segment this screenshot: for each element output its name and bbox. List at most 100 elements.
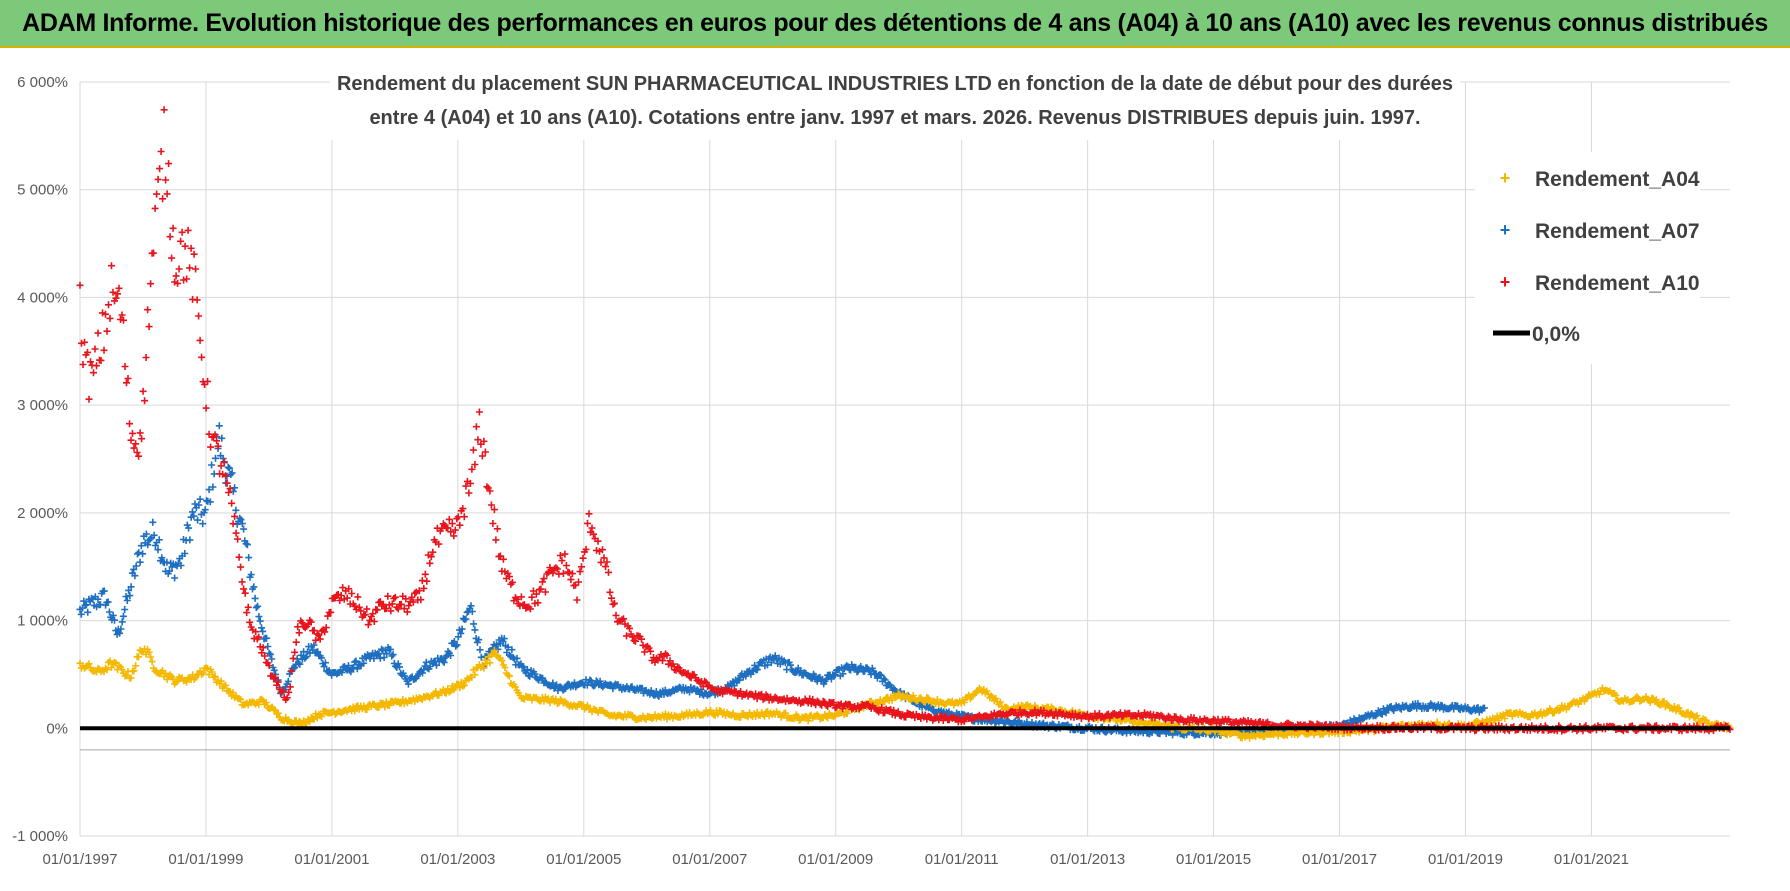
data-point-a10 [675, 664, 683, 672]
data-point-a10 [603, 558, 611, 566]
data-point-a07 [144, 541, 152, 549]
data-point-a07 [139, 550, 147, 558]
data-point-a04 [996, 698, 1004, 706]
data-point-a07 [360, 659, 368, 667]
data-point-a04 [921, 698, 929, 706]
data-point-a10 [154, 175, 162, 183]
data-point-a10 [181, 242, 189, 250]
data-point-a10 [336, 597, 344, 604]
data-point-a07 [458, 625, 466, 633]
data-point-a10 [597, 558, 605, 566]
data-point-a10 [405, 602, 413, 610]
data-point-a07 [215, 422, 223, 430]
data-point-a10 [84, 348, 91, 356]
data-point-a04 [135, 653, 143, 661]
data-point-a10 [109, 288, 117, 296]
data-point-a07 [126, 592, 134, 600]
data-point-a10 [150, 249, 158, 257]
data-point-a10 [103, 327, 111, 335]
legend-entry-a07[interactable]: + Rendement_A07 [1500, 220, 1700, 243]
data-point-a10 [537, 585, 545, 593]
data-point-a07 [219, 455, 227, 462]
data-point-a07 [171, 574, 179, 582]
data-point-a07 [121, 606, 129, 613]
data-point-a10 [423, 577, 431, 585]
data-point-a10 [145, 323, 153, 331]
data-point-a07 [813, 677, 821, 685]
data-point-a10 [590, 530, 597, 538]
data-point-a07 [831, 671, 839, 679]
data-point-a10 [444, 524, 452, 532]
legend-entry-a04[interactable]: + Rendement_A04 [1500, 168, 1700, 191]
data-point-a07 [310, 641, 318, 649]
data-point-a10 [483, 483, 491, 491]
data-point-a10 [115, 284, 123, 292]
data-point-a04 [1675, 704, 1683, 712]
data-point-a10 [599, 546, 606, 554]
data-point-a10 [363, 605, 371, 613]
data-point-a07 [811, 672, 819, 680]
data-point-a10 [382, 605, 390, 613]
data-point-a07 [321, 659, 329, 667]
data-point-a04 [584, 701, 591, 709]
data-point-a10 [240, 585, 248, 593]
data-point-a07 [839, 670, 847, 678]
axes: 6 000% 5 000% 4 000% 3 000% 2 000% 1 000% 0% -1… [12, 74, 1730, 868]
data-point-a10 [493, 525, 501, 533]
data-point-a10 [632, 637, 639, 645]
data-point-a07 [853, 668, 861, 676]
data-point-a04 [1663, 700, 1671, 708]
data-point-a07 [256, 617, 264, 625]
data-point-a10 [417, 596, 425, 604]
data-point-a10 [169, 224, 177, 232]
data-point-a10 [79, 361, 87, 368]
data-point-a04 [199, 669, 207, 677]
data-point-a10 [620, 615, 627, 623]
data-point-a10 [387, 607, 395, 615]
data-point-a10 [534, 599, 542, 607]
data-point-a07 [439, 657, 447, 665]
x-tick-label: 01/01/1999 [168, 851, 243, 868]
data-point-a10 [585, 510, 593, 518]
data-point-a04 [546, 699, 554, 707]
data-point-a07 [433, 661, 440, 669]
data-point-a10 [165, 160, 173, 168]
data-point-a07 [771, 652, 779, 660]
data-point-a10 [361, 611, 369, 619]
legend-entry-a10[interactable]: + Rendement_A10 [1500, 272, 1700, 295]
legend-marker-a07: + [1500, 220, 1511, 240]
data-point-a10 [132, 440, 140, 448]
data-point-a10 [830, 699, 838, 706]
data-point-a10 [454, 513, 462, 521]
data-point-a10 [541, 588, 549, 596]
data-point-a10 [214, 442, 222, 450]
data-point-a10 [448, 520, 456, 528]
data-point-a10 [489, 520, 497, 527]
data-point-a10 [130, 444, 138, 452]
data-point-a10 [345, 585, 353, 593]
data-point-a04 [172, 678, 180, 686]
data-point-a04 [505, 672, 513, 680]
data-point-a07 [387, 645, 394, 653]
legend-entry-zero[interactable]: 0,0% [1493, 323, 1580, 346]
data-point-a07 [1406, 705, 1414, 712]
data-point-a07 [185, 524, 193, 532]
data-point-a07 [462, 615, 470, 623]
data-point-a04 [987, 692, 995, 700]
data-point-a10 [696, 678, 704, 686]
data-point-a10 [288, 667, 296, 675]
data-point-a10 [337, 592, 345, 599]
data-point-a04 [894, 690, 902, 698]
data-point-a07 [122, 593, 130, 600]
data-point-a10 [294, 623, 302, 631]
data-point-a10 [403, 608, 411, 616]
data-point-a10 [824, 702, 832, 710]
data-point-a10 [192, 265, 200, 273]
data-point-a10 [408, 593, 416, 601]
data-point-a07 [596, 677, 604, 685]
data-point-a10 [238, 578, 246, 586]
banner-title: ADAM Informe. Evolution historique des p… [0, 0, 1790, 48]
data-point-a10 [582, 545, 590, 553]
data-point-a07 [523, 666, 531, 673]
data-point-a10 [153, 190, 161, 198]
